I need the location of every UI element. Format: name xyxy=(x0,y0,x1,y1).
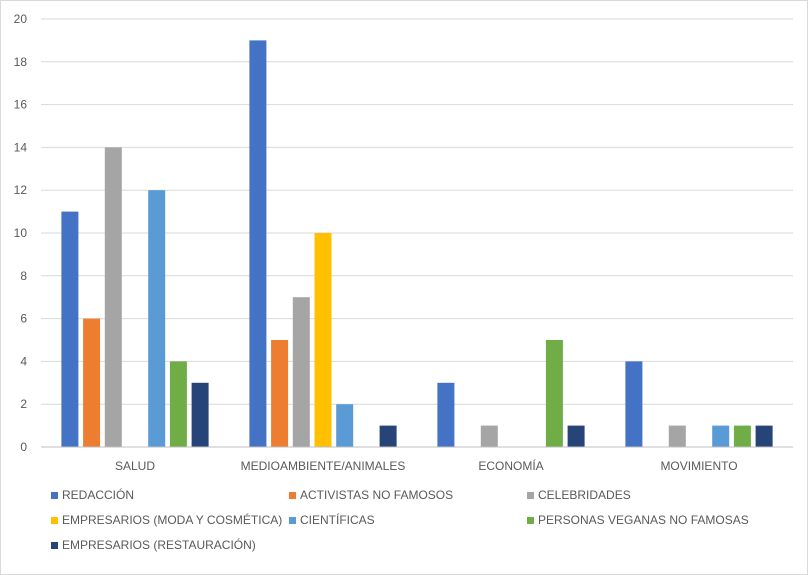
x-axis-category-labels: SALUD MEDIOAMBIENTE/ANIMALES ECONOMÍA MOVIM… xyxy=(115,458,738,473)
bar xyxy=(83,318,101,447)
y-tick-label: 2 xyxy=(20,397,27,411)
gridlines xyxy=(41,18,793,405)
legend-label: ACTIVISTAS NO FAMOSOS xyxy=(300,488,454,502)
y-axis-tick-labels: 0 2 4 6 8 10 12 14 16 18 20 xyxy=(14,12,28,454)
bar xyxy=(336,404,354,447)
legend-item: PERSONAS VEGANAS NO FAMOSAS xyxy=(527,512,787,528)
legend-label: REDACCIÓN xyxy=(62,488,135,502)
legend-item: ACTIVISTAS NO FAMOSOS xyxy=(289,487,527,503)
bar xyxy=(292,297,310,447)
legend-label: CIENTÍFICAS xyxy=(300,513,375,527)
bar xyxy=(249,40,267,448)
y-tick-label: 0 xyxy=(20,440,27,454)
legend-label: EMPRESARIOS (RESTAURACIÓN) xyxy=(62,538,256,552)
legend-swatch xyxy=(289,491,296,499)
y-tick-label: 14 xyxy=(14,140,28,154)
legend-swatch xyxy=(527,516,534,524)
bar xyxy=(668,425,686,447)
bar xyxy=(545,340,563,447)
y-tick-label: 8 xyxy=(20,269,27,283)
bar xyxy=(567,425,585,447)
bar xyxy=(379,425,397,447)
bar-chart: 0 2 4 6 8 10 12 14 16 18 20 SALUD MEDIOAMBIENTE/ANI… xyxy=(14,12,793,473)
x-category-label: ECONOMÍA xyxy=(478,458,543,473)
bar xyxy=(437,382,455,447)
legend-item: CELEBRIDADES xyxy=(527,487,787,503)
y-tick-label: 18 xyxy=(14,55,28,69)
y-tick-label: 12 xyxy=(14,183,28,197)
y-tick-label: 4 xyxy=(20,354,27,368)
x-category-label: MEDIOAMBIENTE/ANIMALES xyxy=(241,459,406,473)
bar xyxy=(480,425,498,447)
bar xyxy=(148,190,166,447)
y-tick-label: 6 xyxy=(20,312,27,326)
bars xyxy=(61,40,773,448)
legend-item: CIENTÍFICAS xyxy=(289,512,527,528)
legend-swatch xyxy=(289,516,296,524)
legend: REDACCIÓN ACTIVISTAS NO FAMOSOS CELEBRIDAD… xyxy=(51,487,791,553)
legend-label: CELEBRIDADES xyxy=(538,488,631,502)
bar xyxy=(271,340,289,447)
legend-label: PERSONAS VEGANAS NO FAMOSAS xyxy=(538,513,749,527)
y-tick-label: 16 xyxy=(14,98,28,112)
legend-swatch xyxy=(51,541,58,549)
bar xyxy=(733,425,751,447)
bar xyxy=(104,147,122,447)
bar xyxy=(755,425,773,447)
bar xyxy=(169,361,187,447)
legend-swatch xyxy=(51,516,58,524)
bar xyxy=(314,233,332,447)
bar xyxy=(712,425,730,447)
x-category-label: MOVIMIENTO xyxy=(660,459,737,473)
x-category-label: SALUD xyxy=(115,459,155,473)
y-tick-label: 10 xyxy=(14,226,28,240)
legend-swatch xyxy=(527,491,534,499)
legend-item: REDACCIÓN xyxy=(51,487,289,503)
legend-label: EMPRESARIOS (MODA Y COSMÉTICA) xyxy=(62,513,283,527)
legend-item: EMPRESARIOS (MODA Y COSMÉTICA) xyxy=(51,512,289,528)
bar xyxy=(625,361,643,447)
bar xyxy=(61,211,79,447)
y-tick-label: 20 xyxy=(14,12,28,26)
legend-swatch xyxy=(51,491,58,499)
bar xyxy=(191,382,209,447)
legend-item: EMPRESARIOS (RESTAURACIÓN) xyxy=(51,537,289,553)
